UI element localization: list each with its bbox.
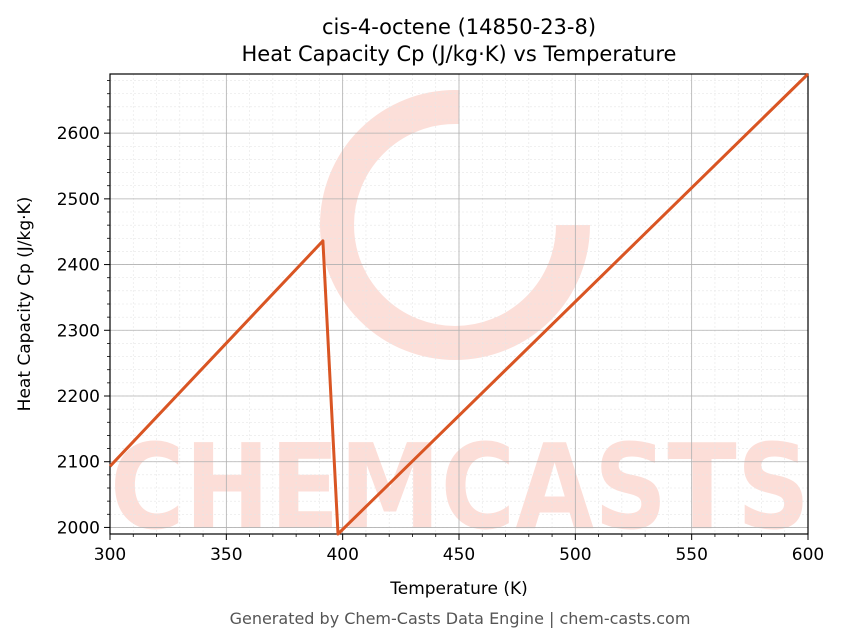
y-tick-label: 2400	[57, 256, 100, 276]
x-tick-label: 350	[210, 545, 242, 565]
y-axis: 2000 2100 2200 2300 2400 2500 2600	[57, 80, 110, 538]
x-axis-label: Temperature (K)	[389, 579, 528, 599]
y-tick-label: 2000	[57, 518, 100, 538]
x-tick-label: 450	[443, 545, 475, 565]
series	[108, 72, 810, 536]
y-tick-label: 2500	[57, 190, 100, 210]
chart-title-line2: Heat Capacity Cp (J/kg·K) vs Temperature	[242, 42, 677, 66]
footer-credit: Generated by Chem-Casts Data Engine | ch…	[230, 609, 691, 628]
y-axis-label: Heat Capacity Cp (J/kg·K)	[15, 197, 35, 412]
series-line	[108, 72, 810, 536]
x-tick-label: 500	[559, 545, 591, 565]
x-tick-label: 400	[326, 545, 358, 565]
x-tick-label: 600	[792, 545, 824, 565]
x-tick-label: 300	[94, 545, 126, 565]
chart-title-line1: cis-4-octene (14850-23-8)	[322, 15, 596, 39]
y-tick-label: 2600	[57, 124, 100, 144]
watermark-text: CHEMCASTS	[110, 418, 810, 556]
y-tick-label: 2100	[57, 453, 100, 473]
x-tick-label: 550	[675, 545, 707, 565]
y-tick-label: 2200	[57, 387, 100, 407]
x-axis: 300 350 400 450 500 550 600	[94, 534, 824, 565]
y-tick-label: 2300	[57, 321, 100, 341]
